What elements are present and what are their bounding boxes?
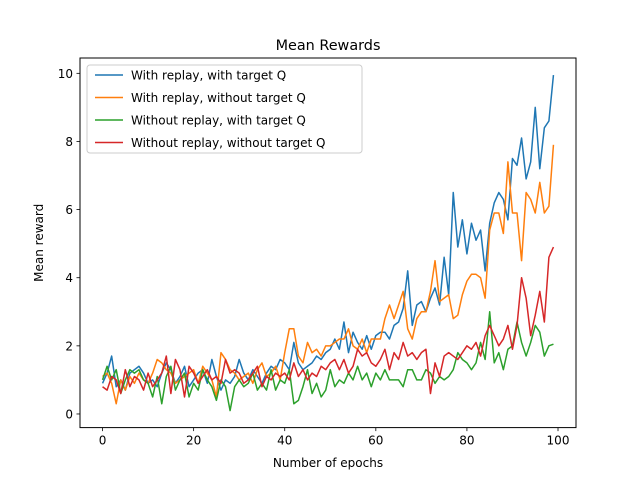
legend-label-2: With replay, without target Q <box>131 91 306 105</box>
series-line-3 <box>101 311 554 412</box>
plot-series <box>101 74 555 412</box>
x-tick-label: 20 <box>186 434 201 448</box>
chart-title: Mean Rewards <box>276 38 381 54</box>
x-tick-label: 0 <box>99 434 107 448</box>
x-tick-label: 80 <box>459 434 474 448</box>
x-tick-label: 40 <box>277 434 292 448</box>
series-line-2 <box>102 144 555 405</box>
legend-label-4: Without replay, without target Q <box>131 136 325 150</box>
series-line-1 <box>101 74 555 391</box>
legend: With replay, with target Q With replay, w… <box>86 64 363 154</box>
y-tick-label: 10 <box>58 67 73 81</box>
x-tick-label: 60 <box>368 434 383 448</box>
legend-label-3: Without replay, with target Q <box>131 114 306 128</box>
y-tick-label: 4 <box>65 271 73 285</box>
legend-box <box>86 64 363 154</box>
y-tick-label: 0 <box>65 407 73 421</box>
x-axis-label: Number of epochs <box>273 456 383 470</box>
legend-label-1: With replay, with target Q <box>131 69 286 83</box>
x-axis: 0 20 40 60 80 100 <box>99 427 570 448</box>
y-axis: 0 2 4 6 8 10 <box>58 67 80 421</box>
y-tick-label: 2 <box>65 339 73 353</box>
x-tick-label: 100 <box>547 434 570 448</box>
y-axis-label: Mean reward <box>32 204 46 282</box>
plot-frame <box>79 57 577 429</box>
y-tick-label: 8 <box>65 135 73 149</box>
series-line-4 <box>102 246 555 398</box>
y-tick-label: 6 <box>65 203 73 217</box>
